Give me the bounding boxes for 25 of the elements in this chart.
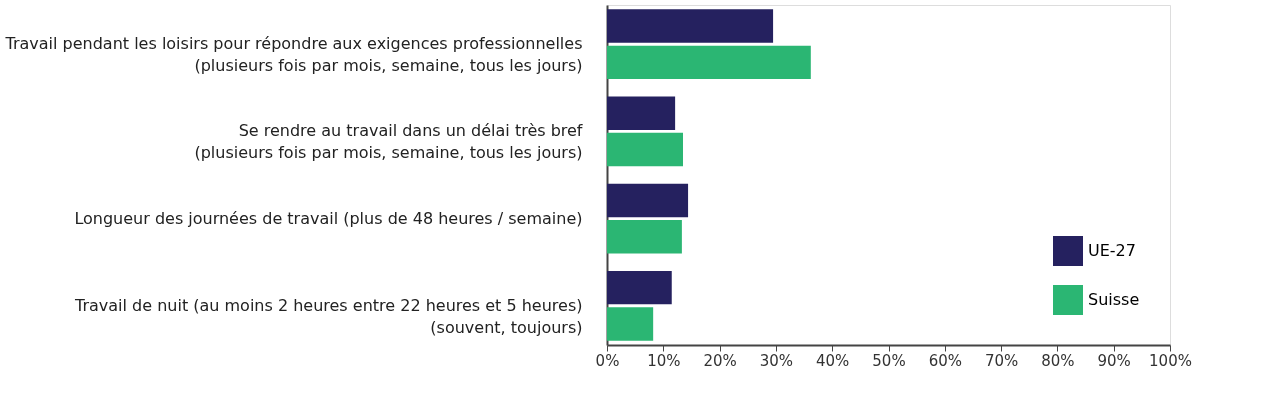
y-tick-label: Travail pendant les loisirs pour répondre aux exigences professionnelles (plusieurs fois par mois, semaine, tous les jours) [4, 34, 583, 76]
bar [607, 45, 811, 80]
x-tick-label: 50% [872, 351, 906, 370]
x-tick-label: 90% [1097, 351, 1131, 370]
x-tick-label: 70% [984, 351, 1019, 370]
x-tick-label: 60% [928, 351, 962, 370]
bar [607, 96, 676, 130]
x-tick-label: 40% [816, 351, 850, 370]
bar [607, 132, 684, 167]
bar [607, 183, 689, 218]
x-tick-label: 20% [703, 351, 737, 370]
bar [607, 270, 672, 305]
x-tick-label: 80% [1041, 351, 1075, 370]
legend-label: UE-27 [1088, 241, 1136, 260]
x-tick-label: 10% [647, 351, 681, 370]
y-tick-label: Travail de nuit (au moins 2 heures entre 22 heures et 5 heures) (souvent, toujours) [74, 295, 583, 337]
bar [607, 9, 774, 43]
y-tick-label: Longueur des journées de travail (plus de 48 heures / semaine) [74, 208, 583, 228]
legend-label: Suisse [1088, 290, 1140, 309]
x-tick-label: 100% [1149, 351, 1192, 370]
bar [607, 307, 654, 341]
bar [607, 220, 682, 254]
x-tick-label: 0% [595, 351, 620, 370]
x-tick-label: 30% [759, 351, 794, 370]
y-tick-label: Se rendre au travail dans un délai très bref (plusieurs fois par mois, semaine, tous les jours) [194, 121, 583, 163]
